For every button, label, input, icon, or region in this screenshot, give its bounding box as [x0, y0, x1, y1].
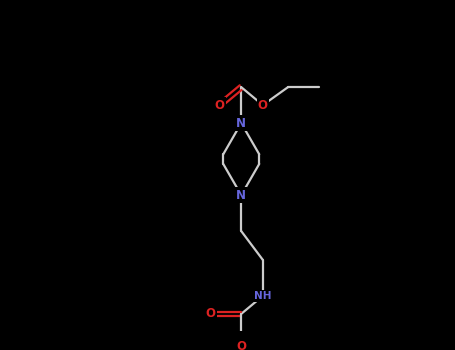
Text: O: O	[236, 340, 246, 350]
Text: NH: NH	[254, 291, 272, 301]
Text: N: N	[236, 117, 246, 130]
Text: N: N	[236, 189, 246, 202]
Text: O: O	[215, 99, 225, 112]
Text: O: O	[206, 307, 216, 320]
Text: O: O	[258, 99, 268, 112]
